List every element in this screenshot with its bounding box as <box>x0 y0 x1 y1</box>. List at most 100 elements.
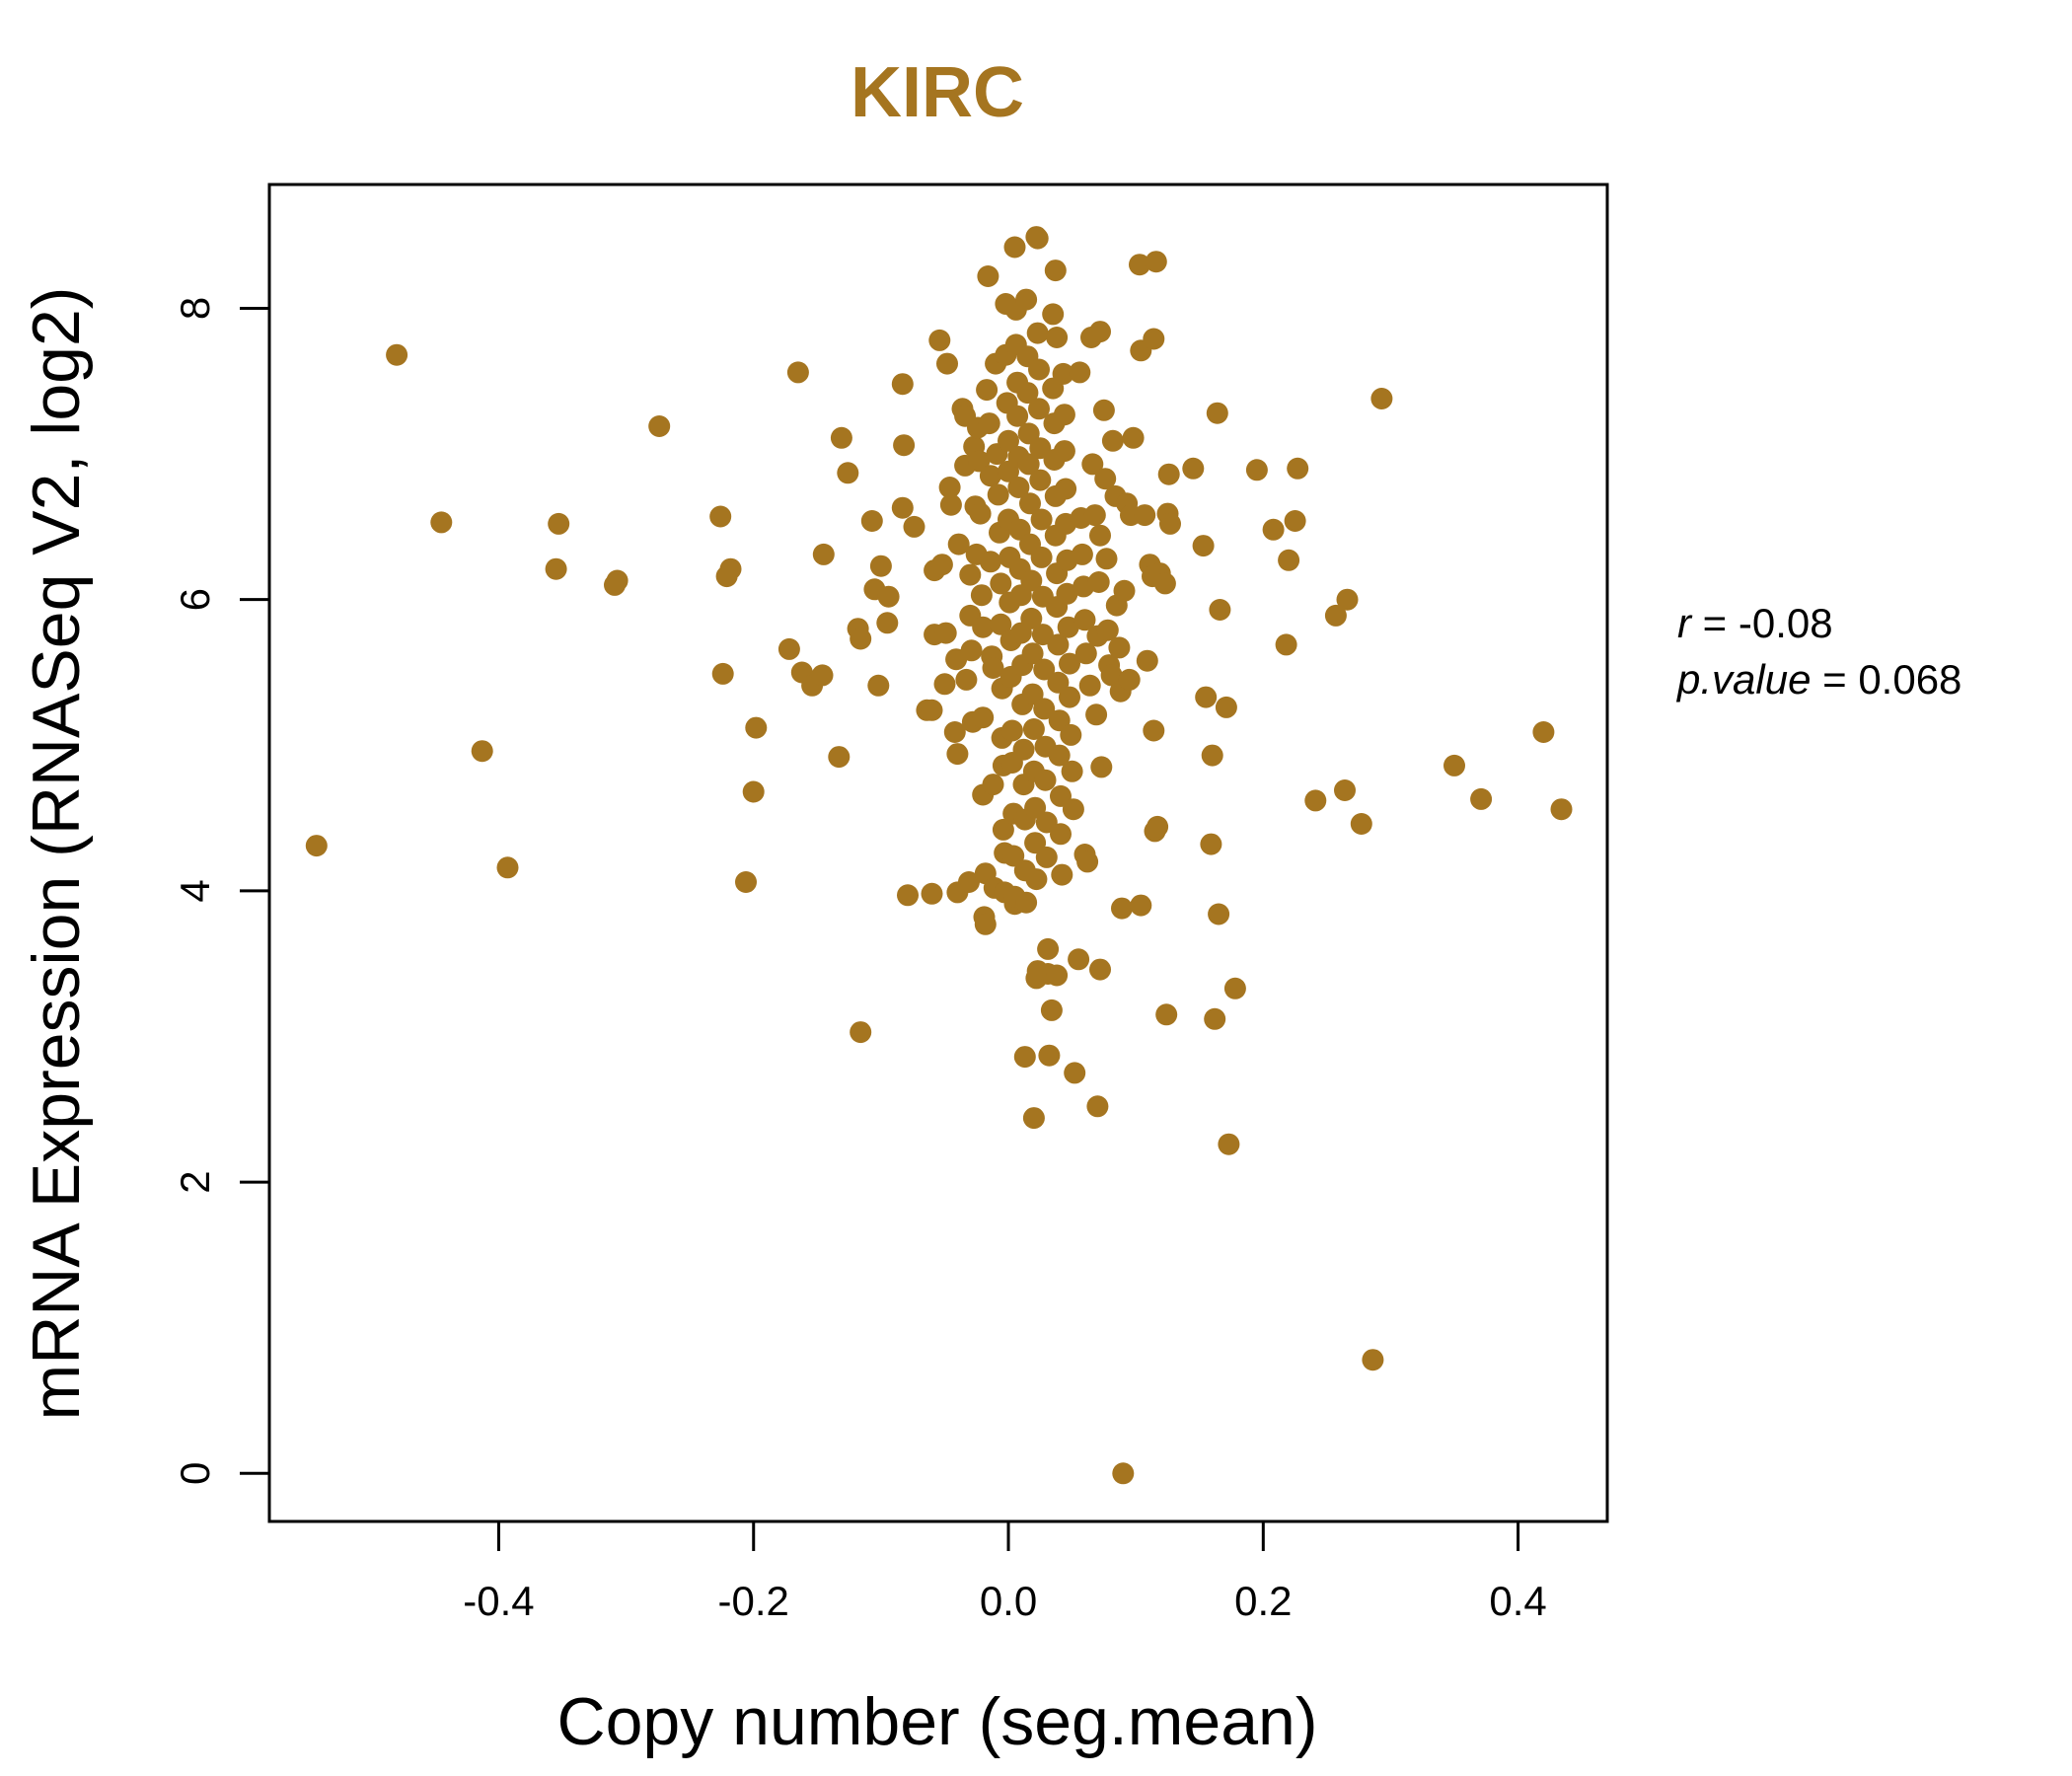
data-point <box>1030 508 1053 531</box>
data-point <box>1024 796 1047 819</box>
data-point <box>976 379 999 402</box>
data-point <box>1046 964 1069 987</box>
data-point <box>1076 851 1099 873</box>
data-point <box>1059 652 1080 675</box>
data-point <box>1022 1107 1045 1130</box>
data-point <box>1089 524 1111 547</box>
data-point <box>1108 636 1131 659</box>
data-point <box>1029 469 1052 491</box>
data-point <box>1085 703 1108 726</box>
data-point <box>990 613 1012 635</box>
x-tick-label: 0.0 <box>980 1578 1037 1624</box>
data-point <box>1021 683 1044 705</box>
data-point <box>1155 1003 1178 1026</box>
data-point <box>1092 399 1115 421</box>
data-point <box>1370 388 1393 409</box>
data-point <box>936 352 958 375</box>
data-point <box>1275 633 1297 656</box>
data-point <box>1195 686 1218 708</box>
data-point <box>1042 303 1065 326</box>
data-point <box>1147 815 1169 838</box>
data-point <box>1223 977 1246 999</box>
data-point <box>1007 477 1030 498</box>
data-point <box>1089 958 1111 981</box>
data-point <box>1025 868 1048 891</box>
data-point <box>1056 582 1078 605</box>
data-point <box>1134 504 1156 527</box>
data-point <box>1038 1044 1061 1067</box>
data-point <box>850 1021 872 1044</box>
data-point <box>1350 813 1372 835</box>
data-point <box>1019 492 1041 515</box>
data-point <box>830 426 852 449</box>
data-point <box>1006 405 1029 427</box>
pvalue-stat: p.value = 0.068 <box>1675 656 1961 703</box>
y-axis: 0 2 4 6 8 <box>172 297 271 1485</box>
data-point <box>709 505 732 528</box>
data-point <box>1100 664 1123 687</box>
data-point <box>891 373 914 396</box>
data-point <box>1012 738 1035 761</box>
x-tick-label: 0.4 <box>1489 1578 1546 1624</box>
data-point <box>1021 642 1044 665</box>
data-point <box>1013 1046 1036 1069</box>
data-point <box>955 668 978 691</box>
data-point <box>1033 658 1056 681</box>
data-point <box>1015 891 1038 914</box>
data-point <box>1096 619 1119 641</box>
data-point <box>1031 624 1054 646</box>
data-point <box>430 511 453 534</box>
data-point <box>386 343 408 366</box>
data-point <box>1209 599 1231 621</box>
data-point <box>811 664 834 687</box>
data-point <box>1053 440 1075 463</box>
data-point <box>1035 846 1058 868</box>
data-point <box>893 434 916 457</box>
data-point <box>777 637 800 660</box>
data-point <box>1215 696 1237 718</box>
data-point <box>969 502 992 525</box>
data-point <box>1047 633 1070 656</box>
data-point <box>548 512 570 535</box>
data-point <box>1157 463 1180 485</box>
data-point <box>960 639 983 662</box>
data-point <box>897 884 919 907</box>
data-point <box>1068 948 1090 971</box>
data-point <box>903 515 925 538</box>
data-point <box>471 740 493 763</box>
data-point <box>711 662 734 685</box>
data-point <box>1094 468 1117 490</box>
data-point <box>1201 744 1223 767</box>
data-point <box>1336 588 1359 611</box>
data-point <box>982 657 1004 679</box>
data-point <box>1101 429 1124 452</box>
y-axis-title: mRNA Expression (RNASeq V2, log2) <box>19 287 94 1421</box>
data-point <box>990 572 1012 595</box>
data-point <box>837 462 859 484</box>
data-point <box>735 871 757 893</box>
data-point <box>877 585 900 608</box>
data-point <box>1218 1133 1240 1155</box>
data-point <box>938 477 961 498</box>
data-point <box>1059 686 1080 708</box>
data-point <box>1245 459 1268 481</box>
data-point <box>1206 402 1228 424</box>
data-point <box>943 721 966 743</box>
p-label: p.value <box>1675 656 1811 703</box>
data-point <box>974 913 997 935</box>
data-point <box>968 450 991 473</box>
data-point <box>1026 227 1049 250</box>
data-point <box>1061 760 1083 782</box>
data-point <box>1111 897 1133 920</box>
y-tick-label: 2 <box>172 1170 218 1193</box>
data-point <box>1028 358 1050 381</box>
x-tick-label: -0.2 <box>718 1578 789 1624</box>
data-point <box>1078 674 1101 697</box>
data-point <box>648 415 671 437</box>
data-point <box>1159 512 1181 535</box>
data-point <box>715 565 738 588</box>
data-point <box>1262 518 1285 541</box>
data-point <box>1278 549 1300 571</box>
data-point <box>1118 668 1141 691</box>
